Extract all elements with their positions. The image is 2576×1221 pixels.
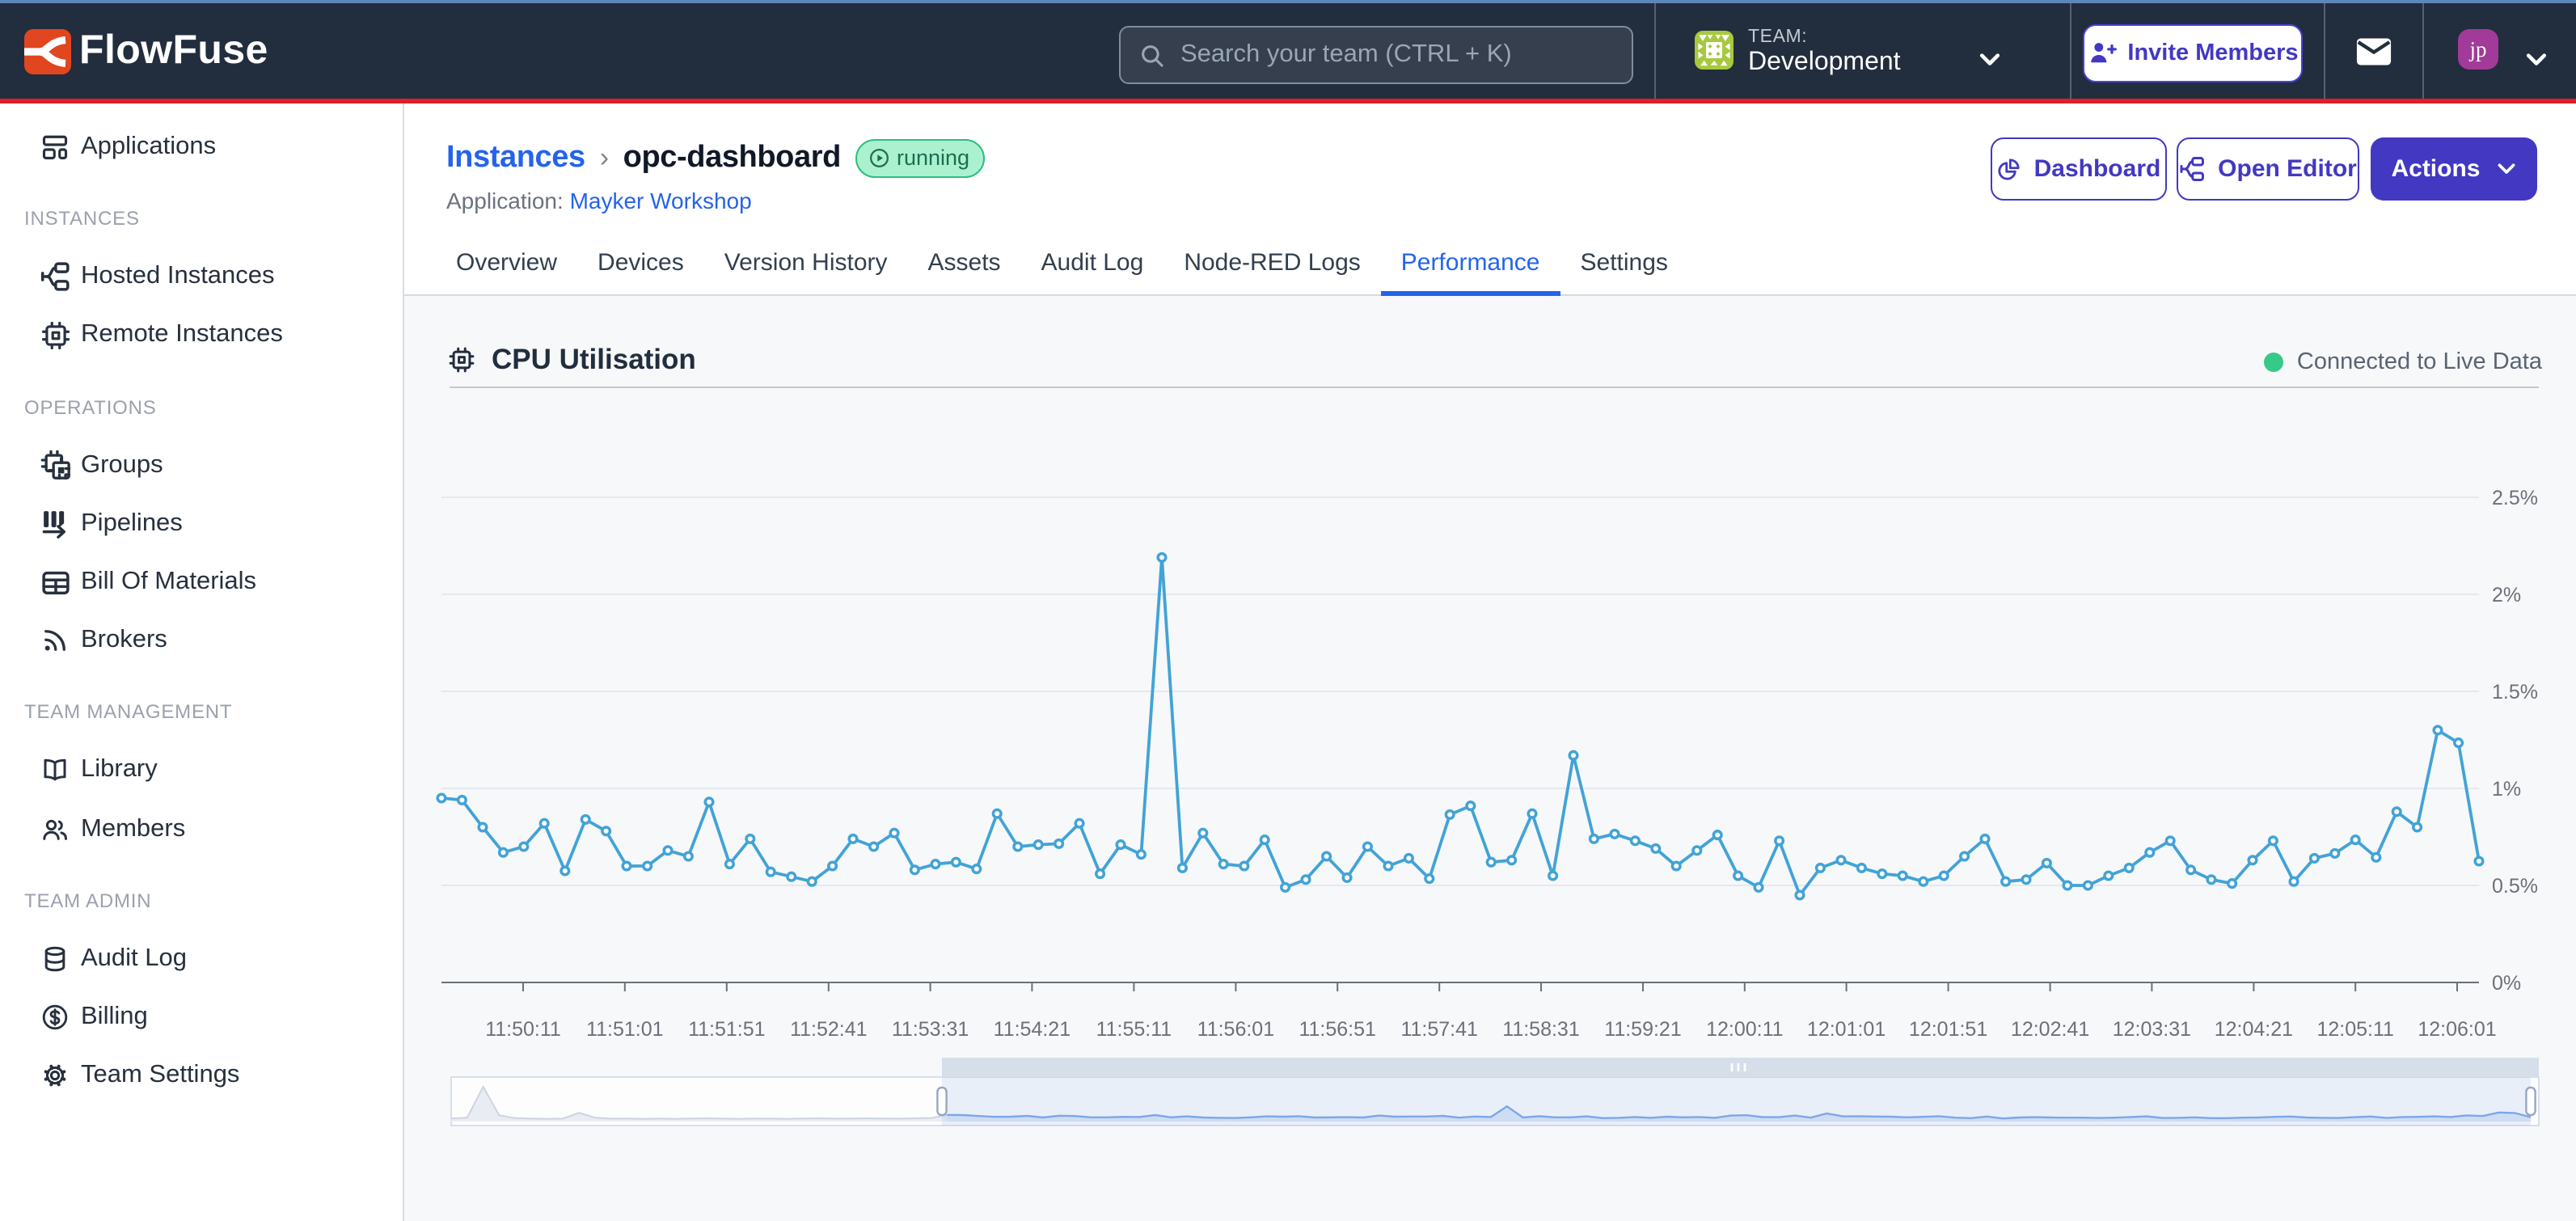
svg-text:11:57:41: 11:57:41: [1400, 1018, 1477, 1041]
svg-text:0.5%: 0.5%: [2492, 875, 2538, 898]
svg-text:1.5%: 1.5%: [2492, 681, 2538, 703]
svg-text:12:05:11: 12:05:11: [2316, 1018, 2393, 1041]
svg-text:1%: 1%: [2492, 778, 2521, 801]
svg-text:11:54:21: 11:54:21: [994, 1018, 1071, 1041]
svg-text:12:00:11: 12:00:11: [1706, 1018, 1783, 1041]
svg-text:11:50:11: 11:50:11: [485, 1018, 561, 1041]
svg-text:11:55:11: 11:55:11: [1096, 1018, 1172, 1041]
svg-text:11:59:21: 11:59:21: [1604, 1018, 1681, 1041]
svg-text:2%: 2%: [2492, 584, 2521, 606]
svg-text:2.5%: 2.5%: [2492, 487, 2538, 509]
svg-text:11:56:01: 11:56:01: [1197, 1018, 1274, 1041]
svg-text:11:52:41: 11:52:41: [790, 1018, 867, 1041]
svg-text:11:51:51: 11:51:51: [688, 1018, 765, 1041]
svg-text:12:02:41: 12:02:41: [2011, 1018, 2089, 1041]
svg-text:11:56:51: 11:56:51: [1299, 1018, 1375, 1041]
svg-text:0%: 0%: [2492, 972, 2521, 995]
svg-text:12:03:31: 12:03:31: [2113, 1018, 2191, 1041]
svg-text:12:04:21: 12:04:21: [2215, 1018, 2293, 1041]
svg-text:11:53:31: 11:53:31: [892, 1018, 969, 1041]
svg-text:11:51:01: 11:51:01: [586, 1018, 663, 1041]
svg-text:12:01:51: 12:01:51: [1909, 1018, 1987, 1041]
svg-text:11:58:31: 11:58:31: [1502, 1018, 1579, 1041]
svg-text:12:01:01: 12:01:01: [1807, 1018, 1886, 1041]
svg-text:12:06:01: 12:06:01: [2418, 1018, 2496, 1041]
